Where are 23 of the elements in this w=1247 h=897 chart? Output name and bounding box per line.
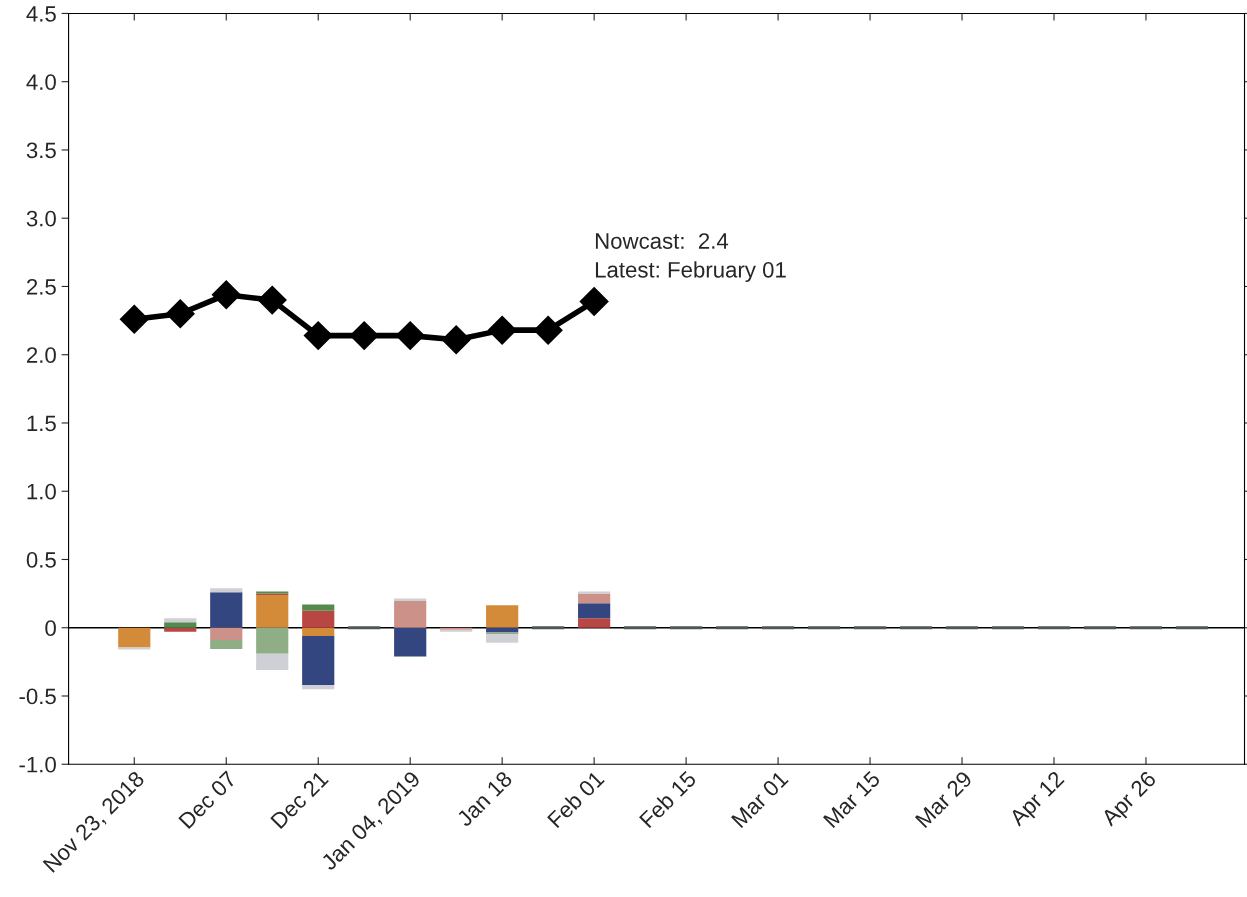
y-tick-label: 2.0 <box>27 347 56 363</box>
y-tick-label: 3.5 <box>26 142 56 159</box>
y-tick-label: 1.0 <box>27 483 56 500</box>
y-tick-label: 3.0 <box>26 210 56 227</box>
y-tick-label: 1.5 <box>27 415 56 432</box>
x-tick-label: Feb 15 <box>638 769 697 829</box>
x-tick-label: Mar 15 <box>823 770 881 829</box>
y-tick-label: 2.5 <box>27 279 56 295</box>
x-tick-label: Mar 01 <box>730 770 789 829</box>
x-tick-label: Apr 12 <box>1008 770 1068 831</box>
y-tick-label: -1.0 <box>19 756 56 773</box>
y-tick-label: -0.5 <box>19 688 56 705</box>
y-tick-label: 0.5 <box>26 552 56 568</box>
x-tick-label: Apr 26 <box>1100 770 1160 831</box>
x-tick-label: Feb 01 <box>546 769 605 829</box>
annotation: Nowcast: 2.4 Latest: February 01 <box>595 233 786 283</box>
y-tick-label: 4.0 <box>26 74 56 90</box>
x-tick-label: Dec 21 <box>270 770 329 830</box>
y-tick-label: 4.5 <box>26 6 56 22</box>
y-tick-label: 0 <box>45 620 56 637</box>
x-tick-label: Jan 18 <box>455 770 514 828</box>
x-tick-label: Mar 29 <box>914 770 973 829</box>
x-tick-label: Dec 07 <box>178 770 238 830</box>
